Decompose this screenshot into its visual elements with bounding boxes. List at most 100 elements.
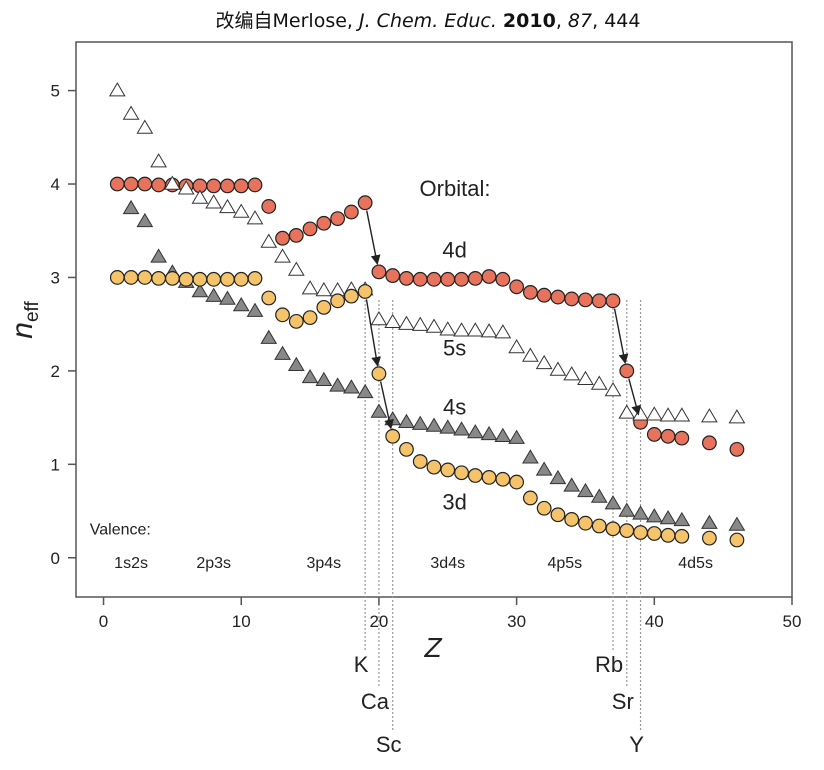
point-3d-z33 — [550, 507, 566, 523]
point-3d-z7 — [192, 271, 208, 287]
point-3d-z23 — [412, 454, 428, 469]
point-4s-z44 — [701, 514, 718, 529]
element-label-Ca: Ca — [361, 689, 390, 714]
point-4d-z35 — [578, 292, 593, 308]
point-4s-z4 — [150, 248, 167, 263]
series-label-4d: 4d — [442, 237, 466, 262]
point-3d-z24 — [426, 459, 442, 475]
point-4s-z17 — [329, 377, 346, 392]
point-5s-z10 — [232, 203, 250, 218]
title-volume: 87 — [568, 10, 592, 32]
point-4s-z15 — [301, 368, 319, 384]
point-4d-z34 — [564, 291, 580, 307]
point-4d-z42 — [674, 430, 690, 446]
valence-label-3d4s: 3d4s — [430, 555, 465, 572]
point-4d-z17 — [330, 211, 346, 226]
point-4s-z34 — [563, 477, 581, 492]
point-5s-z6 — [177, 180, 195, 195]
point-4d-z23 — [412, 271, 428, 287]
data-points — [108, 82, 746, 548]
point-4s-z22 — [398, 413, 415, 429]
point-5s-z29 — [494, 324, 512, 339]
point-5s-z14 — [287, 261, 305, 276]
point-4s-z39 — [632, 505, 649, 520]
point-3d-z35 — [578, 515, 593, 531]
point-5s-z24 — [425, 318, 443, 333]
element-label-Y: Y — [629, 732, 644, 757]
x-tick-label-10: 10 — [232, 612, 251, 631]
point-5s-z15 — [301, 280, 319, 295]
point-4d-z1 — [109, 176, 125, 192]
point-4s-z24 — [425, 417, 443, 432]
title-journal: J. Chem. Educ. — [355, 10, 497, 32]
x-tick-label-30: 30 — [507, 612, 526, 631]
point-3d-z22 — [399, 441, 414, 457]
point-4d-z28 — [481, 269, 497, 284]
point-3d-z19 — [357, 284, 373, 299]
point-3d-z41 — [660, 527, 676, 543]
title-sep-3: , — [592, 10, 604, 32]
point-3d-z34 — [564, 512, 580, 527]
valence-label-1s2s: 1s2s — [114, 555, 148, 572]
point-4s-z7 — [191, 282, 209, 298]
point-4d-z32 — [536, 287, 552, 303]
point-5s-z9 — [219, 198, 236, 214]
point-3d-z15 — [302, 310, 318, 326]
point-5s-z46 — [728, 409, 746, 424]
point-4s-z9 — [219, 290, 236, 305]
point-3d-z5 — [164, 270, 180, 286]
point-5s-z36 — [590, 375, 608, 390]
point-4d-z36 — [591, 293, 607, 309]
point-4d-z9 — [220, 178, 235, 194]
point-3d-z36 — [591, 518, 607, 534]
point-3d-z4 — [151, 270, 167, 286]
point-4s-z28 — [480, 425, 498, 441]
title-page: 444 — [604, 10, 640, 32]
point-5s-z31 — [522, 347, 539, 362]
element-label-K: K — [354, 652, 369, 677]
point-4s-z18 — [343, 379, 360, 394]
point-4s-z11 — [246, 302, 264, 317]
point-4s-z40 — [645, 508, 663, 523]
point-4d-z31 — [522, 285, 538, 300]
point-5s-z37 — [604, 382, 622, 397]
point-3d-z1 — [109, 270, 125, 285]
element-label-Sr: Sr — [612, 689, 634, 714]
point-4d-z40 — [646, 427, 662, 442]
point-4s-z32 — [535, 461, 553, 476]
y-axis-label-sub: eff — [22, 301, 43, 323]
point-4d-z10 — [233, 178, 249, 194]
valence-title: Valence: — [90, 521, 151, 538]
y-tick-label-0: 0 — [51, 549, 60, 568]
point-4d-z46 — [729, 441, 745, 457]
point-5s-z1 — [108, 82, 126, 97]
point-5s-z16 — [315, 282, 333, 297]
valence-label-4p5s: 4p5s — [547, 555, 582, 572]
point-4s-z38 — [618, 502, 636, 517]
point-4d-z41 — [660, 428, 676, 444]
point-5s-z30 — [508, 339, 525, 354]
point-3d-z40 — [646, 526, 662, 541]
point-4s-z42 — [673, 511, 691, 527]
point-3d-z12 — [261, 290, 277, 306]
point-5s-z23 — [411, 316, 429, 331]
point-4d-z25 — [440, 271, 456, 287]
point-4s-z10 — [232, 296, 250, 312]
y-tick-label-4: 4 — [51, 175, 60, 194]
point-3d-z18 — [343, 288, 359, 304]
x-tick-label-40: 40 — [645, 612, 664, 631]
point-4d-z8 — [206, 178, 222, 194]
y-axis-ticks: 0 1 2 3 4 5 — [51, 82, 76, 568]
arrow-0 — [366, 210, 381, 265]
point-5s-z39 — [632, 406, 649, 421]
point-5s-z25 — [439, 321, 457, 336]
point-3d-z2 — [123, 270, 139, 285]
point-4s-z35 — [577, 482, 594, 498]
point-4d-z27 — [467, 270, 483, 286]
point-3d-z20 — [371, 366, 387, 382]
point-3d-z6 — [178, 271, 194, 287]
point-4d-z13 — [275, 230, 290, 246]
x-tick-label-20: 20 — [369, 612, 388, 631]
point-4s-z20 — [370, 403, 388, 418]
point-3d-z25 — [440, 462, 456, 478]
